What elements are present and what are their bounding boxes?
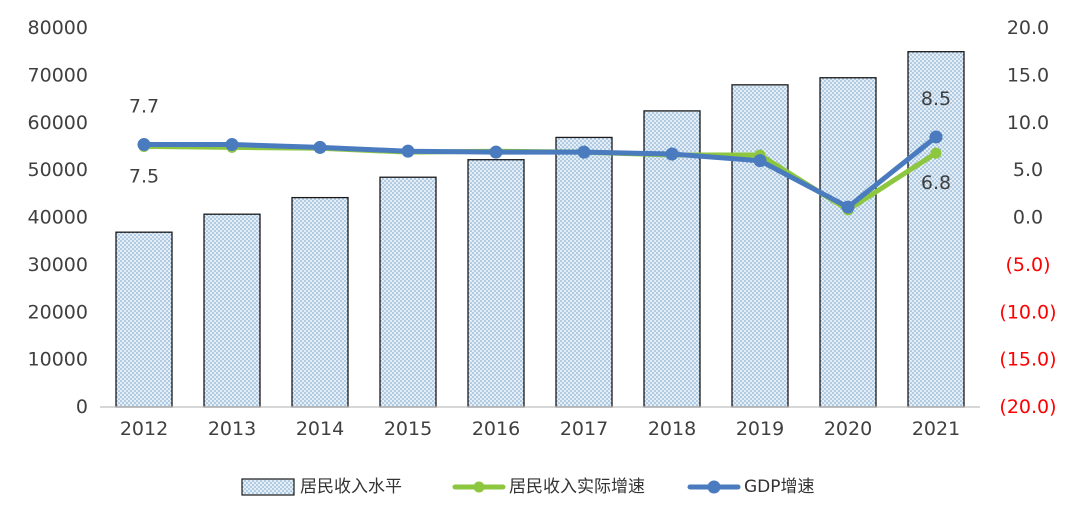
bar: [907, 51, 965, 408]
x-tick-label: 2013: [208, 418, 256, 440]
left-y-tick-label: 60000: [28, 112, 88, 134]
left-y-tick-label: 80000: [28, 17, 88, 39]
series-point-1: [401, 144, 415, 158]
series-point-1: [489, 145, 503, 159]
right-y-tick-label: 20.0: [1007, 17, 1049, 39]
right-y-tick-label: (20.0): [999, 396, 1056, 418]
series-line-1: [141, 134, 939, 210]
bar: [203, 213, 261, 408]
bar: [115, 231, 173, 408]
data-label: 6.8: [921, 172, 951, 194]
left-y-tick-label: 50000: [28, 159, 88, 181]
series-point-1: [841, 200, 855, 214]
bar: [379, 176, 437, 408]
series-point-1: [577, 145, 591, 159]
data-labels: 7.7 7.5 8.5 6.8: [129, 88, 951, 194]
x-tick-label: 2018: [648, 418, 696, 440]
right-y-tick-label: 15.0: [1007, 64, 1049, 86]
series-point-0: [930, 147, 942, 159]
series-point-1: [929, 130, 943, 144]
series-point-1: [313, 140, 327, 154]
legend-swatch-bar: [241, 478, 295, 496]
x-tick-label: 2021: [912, 418, 960, 440]
x-tick-label: 2016: [472, 418, 520, 440]
right-y-tick-label: 10.0: [1007, 112, 1049, 134]
x-tick-label: 2019: [736, 418, 784, 440]
x-tick-label: 2014: [296, 418, 344, 440]
x-tick-label: 2017: [560, 418, 608, 440]
legend-label: 居民收入实际增速: [509, 477, 645, 497]
left-y-tick-label: 0: [76, 396, 88, 418]
series-point-1: [225, 138, 239, 152]
left-y-tick-label: 70000: [28, 64, 88, 86]
legend-label: 居民收入水平: [300, 477, 402, 497]
series-point-1: [665, 147, 679, 161]
left-y-tick-label: 20000: [28, 301, 88, 323]
left-y-tick-label: 10000: [28, 349, 88, 371]
left-y-tick-label: 40000: [28, 207, 88, 229]
data-label: 8.5: [921, 88, 951, 110]
left-y-axis: 0 10000 20000 30000 40000 50000 60000 70000 8000…: [28, 17, 88, 418]
right-y-tick-label: 5.0: [1013, 159, 1043, 181]
line-series: [137, 130, 943, 216]
right-y-tick-label: (10.0): [999, 301, 1056, 323]
left-y-tick-label: 30000: [28, 254, 88, 276]
x-tick-label: 2012: [120, 418, 168, 440]
x-axis: 2012 2013 2014 2015 2016 2017 2018 2019 2020 2021: [120, 418, 960, 440]
legend-swatch-marker: [707, 480, 721, 494]
x-tick-label: 2020: [824, 418, 872, 440]
series-line-0: [141, 143, 939, 213]
legend-label: GDP增速: [744, 477, 815, 497]
bar: [467, 159, 525, 408]
right-y-axis: (20.0) (15.0) (10.0) (5.0) 0.0 5.0 10.0 15.0 20.…: [999, 17, 1056, 418]
bar: [731, 84, 789, 408]
bar: [819, 77, 877, 408]
legend-swatch-marker: [473, 481, 485, 493]
data-label: 7.5: [129, 165, 159, 187]
right-y-tick-label: 0.0: [1013, 207, 1043, 229]
data-label: 7.7: [129, 96, 159, 118]
bar-series: [115, 51, 965, 408]
x-tick-label: 2015: [384, 418, 432, 440]
right-y-tick-label: (15.0): [999, 349, 1056, 371]
right-y-tick-label: (5.0): [1005, 254, 1050, 276]
bar: [555, 136, 613, 408]
series-point-1: [753, 154, 767, 168]
series-point-1: [137, 138, 151, 152]
legend: 居民收入水平 居民收入实际增速 GDP增速: [241, 477, 815, 497]
bar: [291, 196, 349, 408]
